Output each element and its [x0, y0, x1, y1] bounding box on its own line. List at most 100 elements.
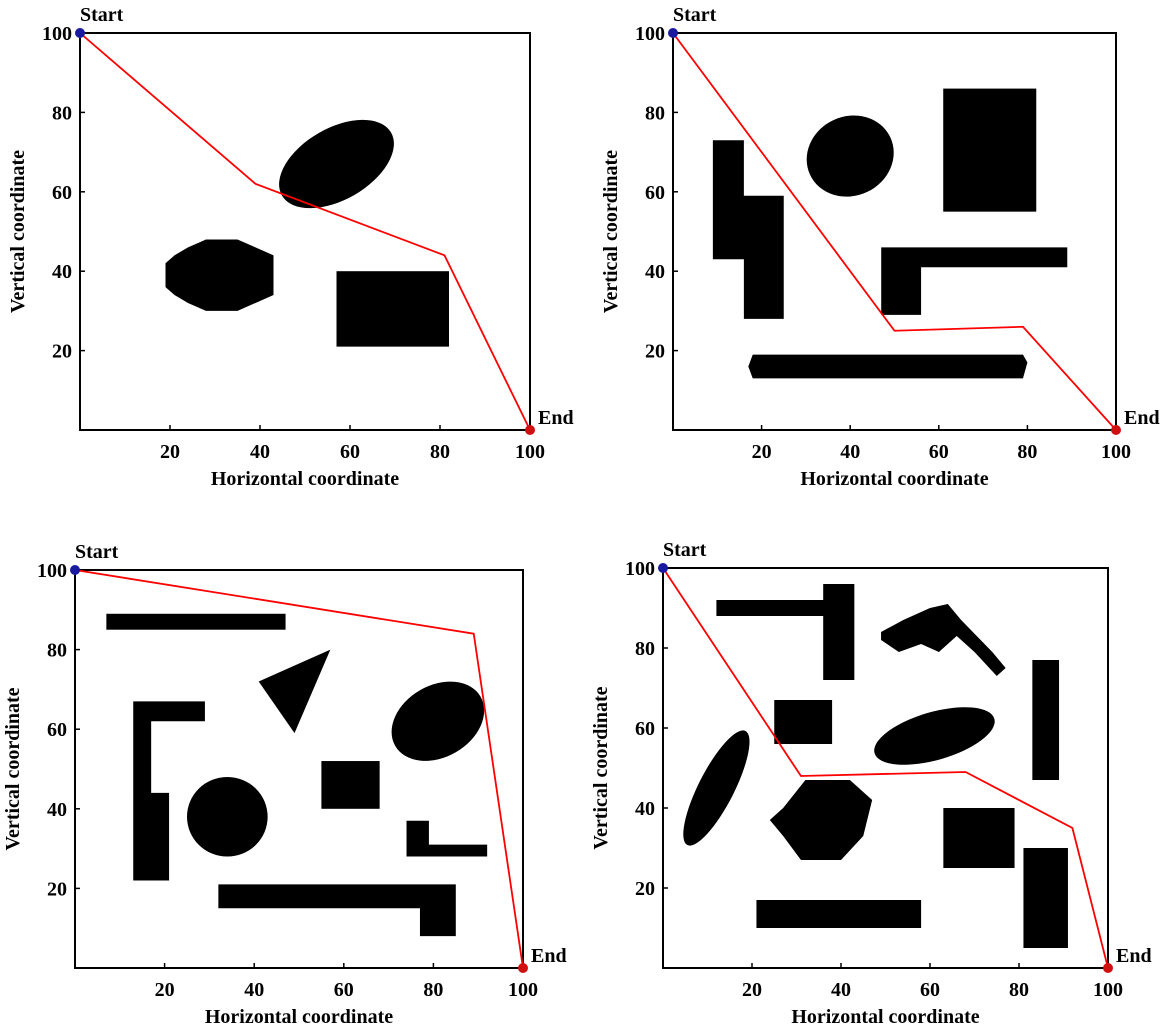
- x-tick-label: 40: [250, 441, 270, 463]
- obstacle: [1032, 660, 1060, 780]
- x-tick-label: 100: [1101, 441, 1131, 463]
- end-marker: [525, 425, 535, 435]
- chart-panel-top-left: 20 40 60 80 100 20 40 60 80 100 Horizontal coordin…: [7, 4, 574, 490]
- planned-path-line: [672, 32, 1117, 431]
- obstacle: [769, 780, 873, 860]
- start-marker: [658, 563, 668, 573]
- x-tick-label: 20: [742, 979, 762, 1001]
- end-label: End: [538, 407, 574, 429]
- obstacle: [712, 140, 784, 319]
- y-tick-label: 20: [645, 341, 665, 363]
- x-tick-label: 20: [155, 979, 175, 1001]
- y-tick-label: 100: [625, 558, 655, 580]
- y-tick-label: 80: [645, 102, 665, 124]
- y-axis-label: Vertical coordinate: [7, 150, 29, 313]
- end-label: End: [1116, 945, 1152, 967]
- chart-panel-bottom-right: 20 40 60 80 100 20 40 60 80 100 Horizontal coordin…: [590, 539, 1152, 1028]
- y-tick-label: 20: [635, 878, 655, 900]
- obstacle: [406, 820, 488, 857]
- plot-frame: [672, 32, 1117, 431]
- x-axis-label: Horizontal coordinate: [791, 1006, 979, 1028]
- start-label: Start: [663, 539, 707, 561]
- obstacle: [258, 649, 331, 734]
- planned-path-line: [662, 567, 1109, 969]
- x-tick-label: 40: [244, 979, 264, 1001]
- y-tick-label: 80: [635, 638, 655, 660]
- obstacle: [106, 613, 286, 630]
- end-marker: [1103, 963, 1113, 973]
- y-tick-label: 100: [42, 23, 72, 45]
- x-tick-label: 40: [831, 979, 851, 1001]
- obstacle: [806, 115, 894, 197]
- start-marker: [75, 28, 85, 38]
- y-tick-label: 80: [52, 102, 72, 124]
- x-tick-label: 80: [1009, 979, 1029, 1001]
- start-label: Start: [80, 4, 124, 26]
- plot-frame: [662, 567, 1109, 969]
- obstacle: [774, 700, 833, 744]
- obstacle: [279, 119, 394, 209]
- x-tick-label: 20: [160, 441, 180, 463]
- start-label: Start: [673, 4, 717, 26]
- plot-frame: [79, 32, 531, 431]
- y-tick-label: 100: [37, 560, 67, 582]
- end-marker: [518, 963, 528, 973]
- obstacle: [683, 730, 750, 846]
- obstacle: [187, 776, 268, 857]
- y-tick-label: 40: [645, 261, 665, 283]
- obstacle: [336, 271, 449, 347]
- x-axis-label: Horizontal coordinate: [205, 1006, 393, 1028]
- obstacle: [391, 681, 485, 761]
- y-tick-label: 60: [52, 182, 72, 204]
- obstacle: [748, 354, 1028, 379]
- y-tick-label: 80: [47, 640, 67, 662]
- y-tick-label: 60: [47, 719, 67, 741]
- y-tick-label: 40: [635, 798, 655, 820]
- obstacle: [1023, 848, 1068, 948]
- x-tick-label: 80: [430, 441, 450, 463]
- x-axis-label: Horizontal coordinate: [800, 468, 988, 490]
- obstacle: [321, 761, 380, 809]
- start-label: Start: [75, 541, 119, 563]
- chart-panel-top-right: 20 40 60 80 100 20 40 60 80 100 Horizontal coordin…: [600, 4, 1160, 490]
- start-marker: [70, 565, 80, 575]
- obstacle: [943, 808, 1015, 868]
- obstacle: [943, 88, 1037, 212]
- y-tick-label: 60: [645, 182, 665, 204]
- y-tick-label: 100: [635, 23, 665, 45]
- obstacle: [716, 584, 855, 680]
- x-axis-label: Horizontal coordinate: [211, 468, 399, 490]
- obstacle: [756, 900, 922, 928]
- start-marker: [668, 28, 678, 38]
- x-tick-label: 20: [752, 441, 772, 463]
- y-tick-label: 20: [52, 341, 72, 363]
- y-axis-label: Vertical coordinate: [2, 687, 24, 850]
- y-tick-label: 60: [635, 718, 655, 740]
- obstacle: [874, 707, 995, 765]
- end-marker: [1111, 425, 1121, 435]
- x-tick-label: 60: [929, 441, 949, 463]
- y-tick-label: 20: [47, 878, 67, 900]
- obstacle: [881, 604, 1006, 676]
- y-tick-label: 40: [52, 261, 72, 283]
- obstacle: [133, 701, 205, 881]
- x-tick-label: 100: [1093, 979, 1123, 1001]
- x-tick-label: 40: [840, 441, 860, 463]
- x-tick-label: 60: [340, 441, 360, 463]
- x-tick-label: 60: [334, 979, 354, 1001]
- planned-path-line: [74, 569, 524, 969]
- x-tick-label: 80: [1017, 441, 1037, 463]
- y-axis-label: Vertical coordinate: [590, 686, 612, 849]
- end-label: End: [1124, 407, 1160, 429]
- x-tick-label: 80: [423, 979, 443, 1001]
- y-tick-label: 40: [47, 799, 67, 821]
- obstacle: [218, 884, 456, 937]
- x-tick-label: 60: [920, 979, 940, 1001]
- obstacle: [881, 247, 1068, 315]
- obstacle: [165, 239, 274, 311]
- plot-frame: [74, 569, 524, 969]
- end-label: End: [531, 945, 567, 967]
- x-tick-label: 100: [508, 979, 538, 1001]
